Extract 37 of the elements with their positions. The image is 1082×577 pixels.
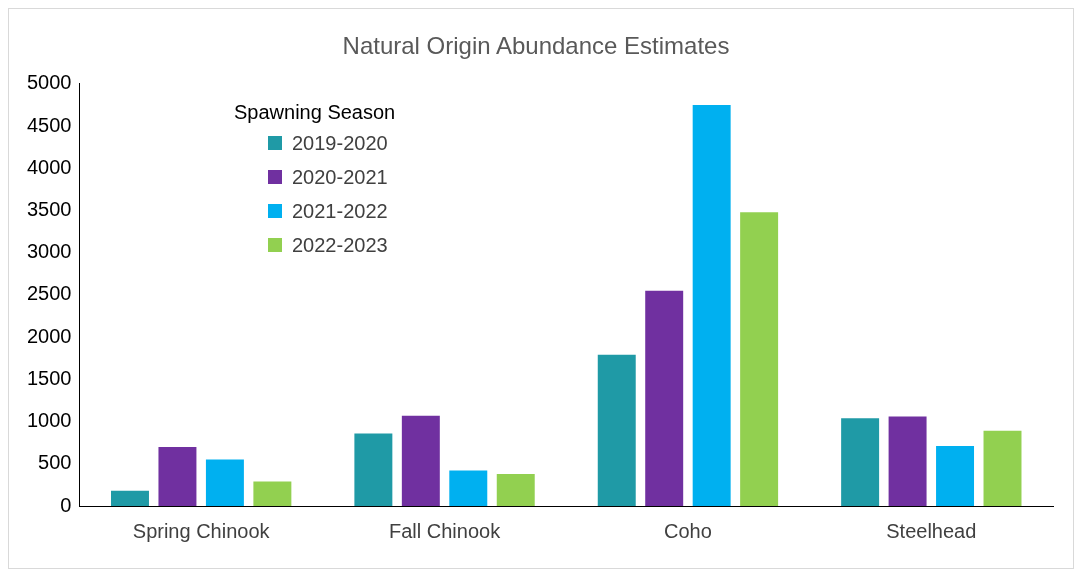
y-tick-label: 5000 bbox=[26, 71, 72, 94]
bar bbox=[111, 490, 149, 506]
legend-label: 2022-2023 bbox=[292, 233, 388, 257]
y-tick-label: 1000 bbox=[26, 409, 72, 432]
y-tick-label: 4500 bbox=[26, 113, 72, 136]
y-tick-label: 2500 bbox=[26, 282, 72, 305]
bar bbox=[496, 473, 535, 506]
legend-title: Spawning Season bbox=[234, 101, 396, 124]
legend-label: 2019-2020 bbox=[292, 131, 388, 155]
bar bbox=[401, 415, 440, 506]
bar bbox=[936, 446, 975, 506]
legend-label: 2021-2022 bbox=[292, 199, 388, 223]
bar bbox=[692, 104, 731, 506]
bar bbox=[158, 446, 197, 506]
y-tick-label: 500 bbox=[38, 451, 72, 474]
x-tick-label: Steelhead bbox=[886, 519, 977, 542]
bar bbox=[841, 418, 880, 506]
bar bbox=[354, 433, 393, 506]
bar bbox=[253, 481, 292, 506]
bar bbox=[597, 354, 636, 506]
x-tick-label: Coho bbox=[664, 519, 712, 542]
bar bbox=[888, 416, 927, 506]
bar bbox=[983, 430, 1022, 506]
bar bbox=[205, 459, 244, 506]
y-tick-label: 1500 bbox=[26, 366, 72, 389]
chart-title: Natural Origin Abundance Estimates bbox=[342, 32, 730, 60]
bar bbox=[645, 290, 684, 506]
y-tick-label: 0 bbox=[60, 493, 72, 516]
bar bbox=[740, 212, 779, 506]
y-tick-label: 2000 bbox=[26, 324, 72, 347]
y-tick-label: 3500 bbox=[26, 197, 72, 220]
x-tick-label: Spring Chinook bbox=[132, 519, 271, 542]
bar bbox=[449, 470, 488, 506]
y-tick-label: 4000 bbox=[26, 155, 72, 178]
x-tick-label: Fall Chinook bbox=[388, 519, 502, 542]
legend-label: 2020-2021 bbox=[292, 165, 388, 189]
y-tick-label: 3000 bbox=[26, 240, 72, 263]
